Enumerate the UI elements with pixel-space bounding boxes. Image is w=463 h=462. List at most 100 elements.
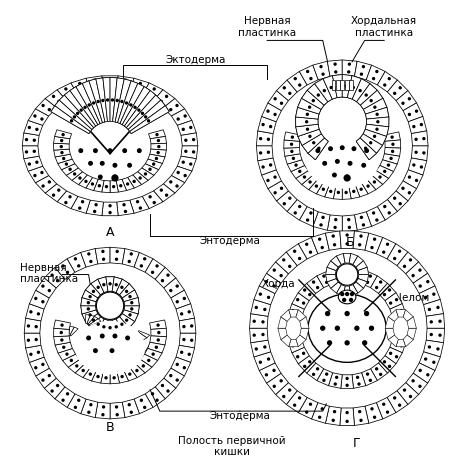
Polygon shape [86,315,90,323]
Circle shape [144,173,146,175]
Polygon shape [144,348,162,360]
Polygon shape [297,98,320,114]
Circle shape [157,324,159,326]
Polygon shape [35,98,56,116]
Polygon shape [330,282,340,293]
Polygon shape [122,249,139,267]
Polygon shape [148,130,165,139]
Circle shape [348,162,351,165]
Polygon shape [386,244,407,266]
Polygon shape [299,328,308,340]
Circle shape [309,251,311,253]
Text: Хордальная
пластинка: Хордальная пластинка [350,16,416,37]
Circle shape [403,265,405,267]
Circle shape [407,176,410,178]
Polygon shape [343,286,350,296]
Polygon shape [126,95,161,129]
Polygon shape [76,83,100,125]
Ellipse shape [282,314,304,343]
Circle shape [373,416,375,418]
Circle shape [369,100,371,102]
Polygon shape [130,106,169,134]
Circle shape [362,341,366,345]
Circle shape [308,106,310,108]
Polygon shape [116,317,129,332]
Ellipse shape [269,250,424,406]
Polygon shape [347,76,361,99]
Polygon shape [81,306,96,314]
Circle shape [121,101,123,103]
Circle shape [177,118,179,120]
Circle shape [176,301,178,303]
Polygon shape [163,368,184,388]
Polygon shape [379,160,396,171]
Circle shape [306,71,308,73]
Circle shape [274,98,275,100]
Circle shape [322,379,324,381]
Polygon shape [356,84,376,105]
Polygon shape [64,91,95,128]
Polygon shape [179,318,195,333]
Polygon shape [298,356,315,373]
Circle shape [79,177,81,179]
Polygon shape [324,185,335,199]
Polygon shape [418,352,439,371]
Polygon shape [340,375,353,389]
Circle shape [294,78,295,79]
Circle shape [103,284,105,286]
Polygon shape [153,184,175,202]
Polygon shape [106,277,114,291]
Polygon shape [163,98,184,116]
Circle shape [129,314,131,316]
Polygon shape [361,271,376,288]
Circle shape [418,370,420,371]
Polygon shape [86,200,103,216]
Polygon shape [148,154,165,164]
Polygon shape [24,156,43,171]
Circle shape [70,120,72,122]
Circle shape [305,411,307,413]
Polygon shape [98,277,108,292]
Circle shape [157,339,159,341]
Polygon shape [405,373,427,395]
Polygon shape [375,165,393,178]
Circle shape [283,87,285,89]
Circle shape [60,332,62,334]
Text: Г: Г [352,438,360,450]
Circle shape [322,188,324,190]
Polygon shape [28,109,49,125]
Polygon shape [130,364,145,377]
Circle shape [427,309,430,310]
Circle shape [97,323,99,325]
Circle shape [345,270,347,272]
Polygon shape [82,81,102,123]
Circle shape [291,310,293,311]
Circle shape [382,294,385,296]
Circle shape [123,204,125,206]
Circle shape [38,313,39,315]
Circle shape [309,78,311,79]
Ellipse shape [67,317,153,384]
Circle shape [109,85,111,87]
Circle shape [129,296,131,298]
Circle shape [149,196,151,198]
Polygon shape [344,80,348,90]
Polygon shape [61,164,78,176]
Polygon shape [64,91,95,128]
Polygon shape [130,196,149,213]
Circle shape [273,385,275,387]
Polygon shape [55,387,75,407]
Circle shape [140,399,142,401]
Circle shape [259,361,261,363]
Polygon shape [259,273,281,293]
Circle shape [398,87,400,89]
Circle shape [391,151,393,152]
Circle shape [370,408,372,410]
Polygon shape [339,408,354,426]
Circle shape [309,212,311,214]
Circle shape [176,364,178,365]
Circle shape [131,302,132,304]
Polygon shape [297,129,320,146]
Polygon shape [348,185,359,199]
Circle shape [321,73,323,75]
